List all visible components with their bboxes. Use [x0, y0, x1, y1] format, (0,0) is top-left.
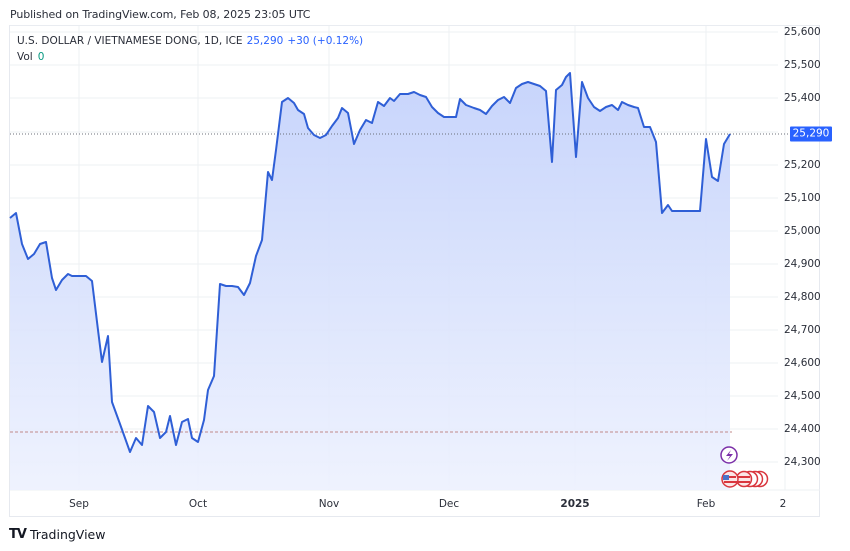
y-tick: 25,600 [784, 26, 821, 38]
chart-legend: U.S. DOLLAR / VIETNAMESE DONG, 1D, ICE 25… [17, 33, 363, 65]
volume-label: Vol [17, 51, 33, 63]
published-caption: Published on TradingView.com, Feb 08, 20… [10, 8, 311, 21]
legend-price: 25,290 [246, 35, 284, 47]
x-tick-year: 2025 [560, 498, 590, 510]
x-tick: Nov [318, 498, 340, 510]
y-tick: 24,300 [784, 456, 821, 468]
price-line [9, 72, 731, 453]
legend-change: +30 (+0.12%) [287, 35, 364, 47]
y-tick: 25,100 [784, 192, 821, 204]
tradingview-brand: TradingView [29, 527, 106, 542]
price-area-fill [10, 73, 730, 490]
x-tick: Feb [696, 498, 716, 510]
chart-frame-top [9, 25, 820, 26]
symbol-title: U.S. DOLLAR / VIETNAMESE DONG, 1D, ICE [17, 35, 243, 47]
economic-events-flag-icons[interactable] [721, 470, 769, 488]
x-tick: Oct [188, 498, 208, 510]
x-tick: Dec [438, 498, 460, 510]
y-tick: 24,400 [784, 423, 821, 435]
dividend-event-icon[interactable] [720, 446, 738, 464]
chart-frame [9, 25, 820, 517]
y-tick: 25,000 [784, 225, 821, 237]
y-tick: 24,900 [784, 258, 821, 270]
x-tick-partial: 2 [779, 498, 787, 510]
last-price-tag: 25,290 [790, 126, 832, 142]
y-tick: 25,500 [784, 59, 821, 71]
y-tick: 24,500 [784, 390, 821, 402]
y-tick: 25,400 [784, 92, 821, 104]
y-tick: 24,700 [784, 324, 821, 336]
y-tick: 24,800 [784, 291, 821, 303]
y-tick: 25,200 [784, 159, 821, 171]
tradingview-logo-icon: TV [9, 527, 27, 542]
volume-value: 0 [37, 51, 45, 63]
y-tick: 24,600 [784, 357, 821, 369]
x-tick: Sep [69, 498, 89, 510]
tradingview-logo[interactable]: TV TradingView [9, 527, 105, 542]
